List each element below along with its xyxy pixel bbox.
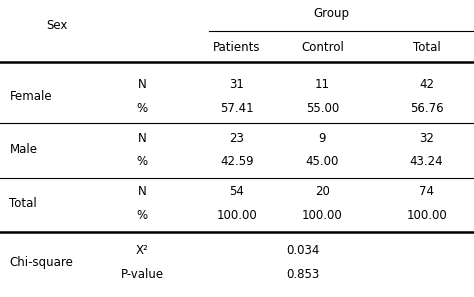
- Text: 9: 9: [319, 132, 326, 145]
- Text: N: N: [138, 185, 146, 198]
- Text: 45.00: 45.00: [306, 155, 339, 168]
- Text: 11: 11: [315, 78, 330, 91]
- Text: 100.00: 100.00: [217, 209, 257, 222]
- Text: Total: Total: [413, 41, 440, 54]
- Text: Patients: Patients: [213, 41, 261, 54]
- Text: 23: 23: [229, 132, 245, 145]
- Text: Sex: Sex: [46, 19, 68, 32]
- Text: Chi-square: Chi-square: [9, 256, 73, 269]
- Text: 20: 20: [315, 185, 330, 198]
- Text: 31: 31: [229, 78, 245, 91]
- Text: 42.59: 42.59: [220, 155, 254, 168]
- Text: 57.41: 57.41: [220, 102, 254, 115]
- Text: 56.76: 56.76: [410, 102, 443, 115]
- Text: 74: 74: [419, 185, 434, 198]
- Text: 0.034: 0.034: [287, 244, 320, 257]
- Text: 0.853: 0.853: [287, 268, 320, 281]
- Text: %: %: [137, 102, 148, 115]
- Text: Group: Group: [314, 7, 350, 20]
- Text: P-value: P-value: [121, 268, 164, 281]
- Text: 100.00: 100.00: [406, 209, 447, 222]
- Text: %: %: [137, 155, 148, 168]
- Text: %: %: [137, 209, 148, 222]
- Text: Total: Total: [9, 197, 37, 210]
- Text: 54: 54: [229, 185, 245, 198]
- Text: Female: Female: [9, 90, 52, 103]
- Text: 55.00: 55.00: [306, 102, 339, 115]
- Text: Male: Male: [9, 143, 37, 157]
- Text: X²: X²: [136, 244, 148, 257]
- Text: N: N: [138, 132, 146, 145]
- Text: 100.00: 100.00: [302, 209, 343, 222]
- Text: Control: Control: [301, 41, 344, 54]
- Text: 32: 32: [419, 132, 434, 145]
- Text: 43.24: 43.24: [410, 155, 443, 168]
- Text: N: N: [138, 78, 146, 91]
- Text: 42: 42: [419, 78, 434, 91]
